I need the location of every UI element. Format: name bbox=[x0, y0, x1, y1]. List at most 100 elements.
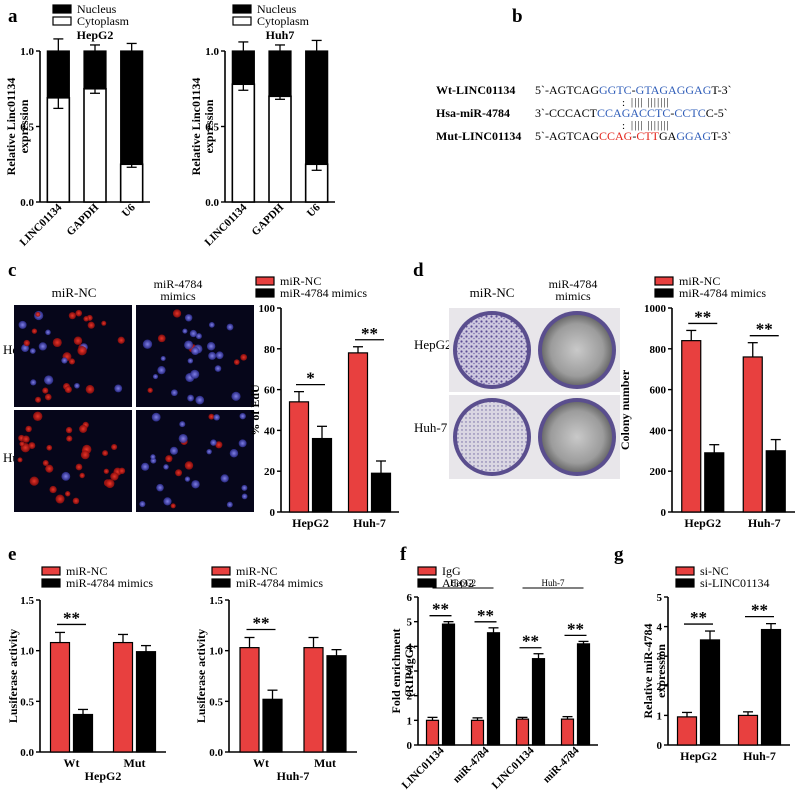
microscopy-tile bbox=[14, 410, 132, 512]
y-tick-label: 0 bbox=[657, 740, 663, 752]
bar-control bbox=[49, 641, 71, 753]
legend-label: miR-4784 mimics bbox=[236, 576, 323, 590]
cell-nucleus bbox=[213, 414, 220, 421]
category-label: Huh-7 bbox=[748, 516, 781, 530]
legend-label: miR-NC bbox=[66, 564, 107, 578]
bar-control bbox=[676, 716, 698, 746]
y-tick-label: 1.5 bbox=[20, 595, 34, 607]
significance-stars: ** bbox=[567, 619, 584, 638]
cell-nucleus bbox=[64, 385, 72, 394]
category-label: Wt bbox=[253, 756, 269, 770]
y-tick-label: 0.0 bbox=[20, 197, 34, 209]
panel-letter-d: d bbox=[413, 260, 424, 281]
cell-nucleus bbox=[184, 340, 194, 350]
legend-swatch bbox=[52, 4, 72, 14]
legend-label: si-LINC01134 bbox=[700, 576, 770, 590]
y-tick-label: 800 bbox=[650, 344, 667, 356]
cell-nucleus bbox=[163, 497, 172, 506]
seq-segment: 5`-AGTCAG bbox=[535, 83, 599, 97]
plate-col-label-2b: mimics bbox=[555, 289, 591, 303]
y-tick-label: 1.0 bbox=[205, 46, 219, 58]
cell-nucleus bbox=[208, 351, 217, 360]
cell-nucleus bbox=[189, 329, 198, 338]
cell-nucleus bbox=[65, 491, 71, 497]
cell-nucleus bbox=[31, 328, 38, 334]
bar-control bbox=[303, 647, 324, 753]
cell-nucleus bbox=[206, 448, 212, 455]
seq-segment: C-5` bbox=[706, 106, 728, 120]
cell-nucleus bbox=[241, 493, 248, 500]
cell-nucleus bbox=[163, 464, 169, 470]
chart-c: 0 20 40 60 80 100 % of EdU * HepG2 ** Huh-7 miR-NCm… bbox=[248, 274, 399, 530]
significance-stars: ** bbox=[522, 632, 539, 651]
y-axis-label: Relative Linc01134expression bbox=[4, 78, 31, 176]
bar-treatment bbox=[576, 643, 591, 746]
plate-row-label-2: Huh-7 bbox=[414, 420, 448, 435]
y-tick-label: 3 bbox=[407, 666, 413, 678]
cell-nucleus bbox=[111, 443, 118, 451]
cell-nucleus bbox=[72, 497, 80, 505]
y-tick-label: 0.5 bbox=[20, 122, 34, 134]
bar-control bbox=[515, 718, 530, 746]
y-axis-label-line: (RIP/IgG) bbox=[402, 645, 416, 697]
y-tick-label: 100 bbox=[259, 303, 276, 315]
plate-well bbox=[542, 315, 612, 385]
cell-nucleus bbox=[208, 321, 215, 328]
bar-treatment bbox=[765, 450, 786, 513]
y-tick-label: 3 bbox=[657, 651, 663, 663]
cell-nucleus bbox=[240, 353, 248, 361]
cell-nucleus bbox=[157, 366, 166, 375]
seq-segment: CCAG bbox=[599, 129, 633, 143]
cell-nucleus bbox=[187, 358, 194, 364]
cell-nucleus bbox=[87, 321, 95, 329]
y-axis-label: Lusiferase activity bbox=[194, 629, 208, 723]
cell-nucleus bbox=[169, 446, 178, 455]
category-label: miR-4784 bbox=[541, 744, 582, 785]
bar-control bbox=[470, 719, 485, 746]
seq-segment: GTAGAGGAG bbox=[636, 83, 712, 97]
significance-stars: ** bbox=[690, 608, 707, 627]
cell-nucleus bbox=[184, 461, 194, 470]
y-tick-label: 1.0 bbox=[20, 646, 34, 658]
bar-nucleus bbox=[46, 50, 70, 99]
cell-nucleus bbox=[157, 334, 166, 343]
y-tick-label: 20 bbox=[264, 466, 276, 478]
cell-nucleus bbox=[139, 501, 146, 508]
bar-control bbox=[239, 647, 260, 753]
bar-cytoplasm bbox=[83, 87, 107, 203]
cell-nucleus bbox=[150, 454, 156, 460]
cell-nucleus bbox=[49, 485, 57, 494]
y-tick-label: 600 bbox=[650, 385, 667, 397]
y-tick-label: 200 bbox=[650, 466, 667, 478]
y-tick-label: 2 bbox=[657, 681, 663, 693]
cell-nucleus bbox=[114, 384, 123, 393]
cell-nucleus bbox=[208, 413, 215, 420]
category-label: HepG2 bbox=[292, 516, 329, 530]
significance-stars: ** bbox=[751, 601, 768, 620]
cell-nucleus bbox=[85, 384, 95, 394]
plate-well bbox=[457, 402, 527, 472]
legend-swatch bbox=[41, 566, 61, 576]
category-label: Mut bbox=[124, 756, 146, 770]
cell-nucleus bbox=[141, 462, 150, 471]
seq-mir: 3`-CCCACTCCAGACCTC-CCTCC-5` bbox=[535, 106, 728, 120]
cell-nucleus bbox=[22, 435, 30, 443]
category-label: HepG2 bbox=[680, 749, 717, 763]
seq-segment: GA bbox=[659, 129, 677, 143]
y-axis-label: Lusiferase activity bbox=[6, 629, 20, 723]
cell-nucleus bbox=[229, 449, 239, 458]
cell-nucleus bbox=[220, 474, 229, 483]
plate-well bbox=[457, 315, 527, 385]
seq-wt: 5`-AGTCAGGGTC-GTAGAGGAGT-3` bbox=[535, 83, 732, 97]
seq-segment: - bbox=[670, 106, 674, 120]
legend-label: Cytoplasm bbox=[77, 14, 130, 28]
y-axis-label-line: Fold enrichment bbox=[389, 629, 403, 714]
cell-nucleus bbox=[175, 469, 183, 477]
pair-colons-2: : bbox=[622, 120, 625, 132]
legend-swatch bbox=[41, 578, 61, 588]
legend-swatch bbox=[211, 566, 231, 576]
panel-letter-g: g bbox=[614, 544, 624, 565]
seq-mut: 5`-AGTCAGCCAG-CTTGAGGAGT-3` bbox=[535, 129, 731, 143]
img-col-label-2a: miR-4784 bbox=[154, 277, 203, 291]
